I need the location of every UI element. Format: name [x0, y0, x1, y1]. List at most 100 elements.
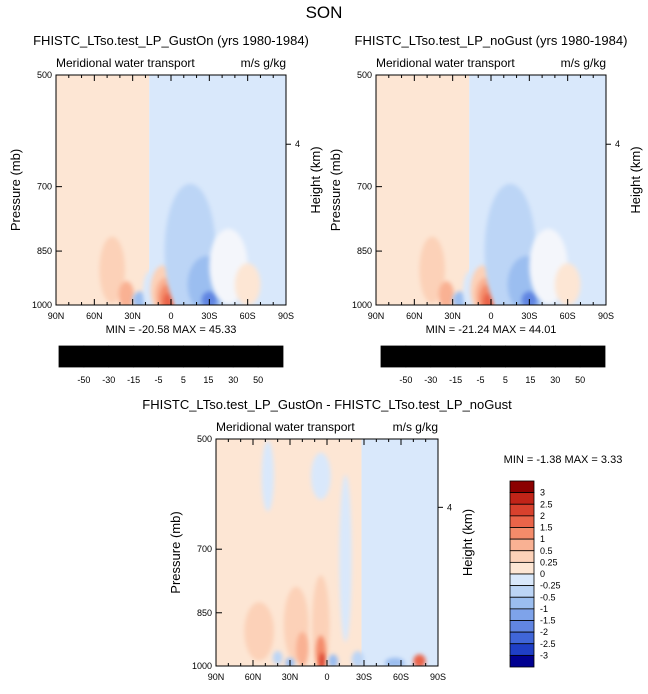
contour-region — [361, 439, 438, 666]
y-tick-label: 700 — [37, 182, 52, 192]
contour-region — [384, 657, 405, 666]
colorbar-label: -5 — [477, 375, 485, 385]
x-tick-label: 30S — [201, 311, 217, 321]
colorbar-box — [509, 608, 535, 621]
x-tick-label: 30N — [124, 311, 141, 321]
height-tick-label: 4 — [615, 139, 620, 149]
colorbar-label: 2 — [540, 511, 545, 521]
colorbar-box — [509, 596, 535, 610]
colorbar-label: 50 — [253, 375, 263, 385]
y-tick-label: 500 — [197, 434, 212, 444]
contour-region — [234, 263, 261, 305]
figure-title: SON — [306, 3, 343, 22]
y-tick-label: 1000 — [32, 300, 52, 310]
x-tick-label: 90N — [368, 311, 385, 321]
min-label: MIN = — [106, 324, 136, 336]
colorbar-box — [509, 631, 535, 645]
contour-region — [351, 651, 364, 666]
x-tick-label: 60N — [406, 311, 423, 321]
x-tick-label: 60S — [393, 672, 409, 682]
colorbar-label: -2.5 — [540, 639, 556, 649]
colorbar-label: 15 — [525, 375, 535, 385]
colorbar-box — [554, 345, 581, 368]
y-axis-label: Pressure (mb) — [8, 149, 23, 231]
colorbar-box — [108, 345, 135, 368]
contour-region — [261, 440, 274, 512]
colorbar-label: 0 — [540, 569, 545, 579]
y-tick-label: 1000 — [352, 300, 372, 310]
colorbar-box — [509, 515, 535, 528]
colorbar-box — [509, 538, 535, 552]
x-tick-label: 90S — [598, 311, 614, 321]
colorbar-box — [83, 345, 110, 368]
min-label: MIN = — [504, 454, 534, 466]
x-tick-label: 60N — [86, 311, 103, 321]
y-tick-label: 850 — [197, 608, 212, 618]
colorbar-label: -1.5 — [540, 616, 556, 626]
y-tick-label: 850 — [37, 246, 52, 256]
min-max-label: MIN = -1.38 MAX = 3.33 — [504, 454, 623, 466]
y-right-axis-label: Height (km) — [308, 146, 323, 213]
colorbar-label: -15 — [449, 375, 462, 385]
colorbar-box — [509, 573, 535, 587]
colorbar-box — [133, 345, 159, 368]
y-tick-label: 700 — [357, 182, 372, 192]
colorbar-label: -50 — [399, 375, 412, 385]
colorbar-box — [505, 345, 531, 368]
y-axis-label: Pressure (mb) — [328, 149, 343, 231]
panel-title: FHISTC_LTso.test_LP_GustOn - FHISTC_LTso… — [142, 397, 512, 412]
colorbar-box — [509, 654, 535, 668]
colorbar-box — [509, 492, 535, 505]
colorbar-box — [158, 345, 184, 368]
colorbar-box — [509, 620, 535, 633]
y-tick-label: 850 — [357, 246, 372, 256]
colorbar-label: 0.5 — [540, 546, 553, 556]
x-tick-label: 30S — [356, 672, 372, 682]
colorbar-box — [207, 345, 234, 368]
colorbar-box — [509, 527, 535, 540]
x-tick-label: 0 — [488, 311, 493, 321]
colorbar-box — [380, 345, 407, 368]
max-value: 44.01 — [526, 324, 557, 336]
colorbar-box — [509, 480, 535, 494]
min-value: -21.24 — [455, 324, 489, 336]
colorbar-box — [405, 345, 432, 368]
min-value: -20.58 — [135, 324, 169, 336]
contour-region — [312, 575, 330, 666]
colorbar-box — [232, 345, 259, 368]
colorbar-box — [509, 550, 535, 563]
contour-field — [376, 75, 606, 305]
y-axis-label: Pressure (mb) — [168, 511, 183, 593]
panel-no-gust: FHISTC_LTso.test_LP_noGust (yrs 1980-198… — [328, 33, 643, 385]
x-tick-label: 0 — [324, 672, 329, 682]
subtitle-units: m/s g/kg — [393, 420, 438, 434]
colorbar-label: 3 — [540, 488, 545, 498]
contour-region — [118, 281, 134, 305]
subtitle-variable: Meridional water transport — [56, 56, 195, 70]
colorbar-label: -5 — [155, 375, 163, 385]
contour-region — [438, 281, 454, 305]
panel-difference: FHISTC_LTso.test_LP_GustOn - FHISTC_LTso… — [142, 397, 622, 682]
contour-region — [413, 654, 426, 666]
x-tick-label: 60N — [245, 672, 262, 682]
panel-title: FHISTC_LTso.test_LP_GustOn (yrs 1980-198… — [33, 33, 309, 48]
contour-field — [216, 439, 438, 666]
max-label: MAX = — [489, 324, 525, 336]
colorbar-label: 30 — [228, 375, 238, 385]
subtitle-variable: Meridional water transport — [376, 56, 515, 70]
min-value: -1.38 — [533, 454, 561, 466]
colorbar-box — [430, 345, 457, 368]
colorbar-label: 1 — [540, 534, 545, 544]
panel-gust-on: FHISTC_LTso.test_LP_GustOn (yrs 1980-198… — [8, 33, 323, 385]
x-tick-label: 60S — [560, 311, 576, 321]
contour-region — [339, 474, 352, 643]
colorbar-label: -2 — [540, 627, 548, 637]
colorbar-label: -1 — [540, 604, 548, 614]
contour-region — [310, 452, 331, 500]
y-tick-label: 500 — [357, 70, 372, 80]
colorbar-label: -0.25 — [540, 581, 561, 591]
max-label: MAX = — [169, 324, 205, 336]
x-tick-label: 60S — [240, 311, 256, 321]
colorbar-box — [183, 345, 209, 368]
max-value: 3.33 — [598, 454, 622, 466]
